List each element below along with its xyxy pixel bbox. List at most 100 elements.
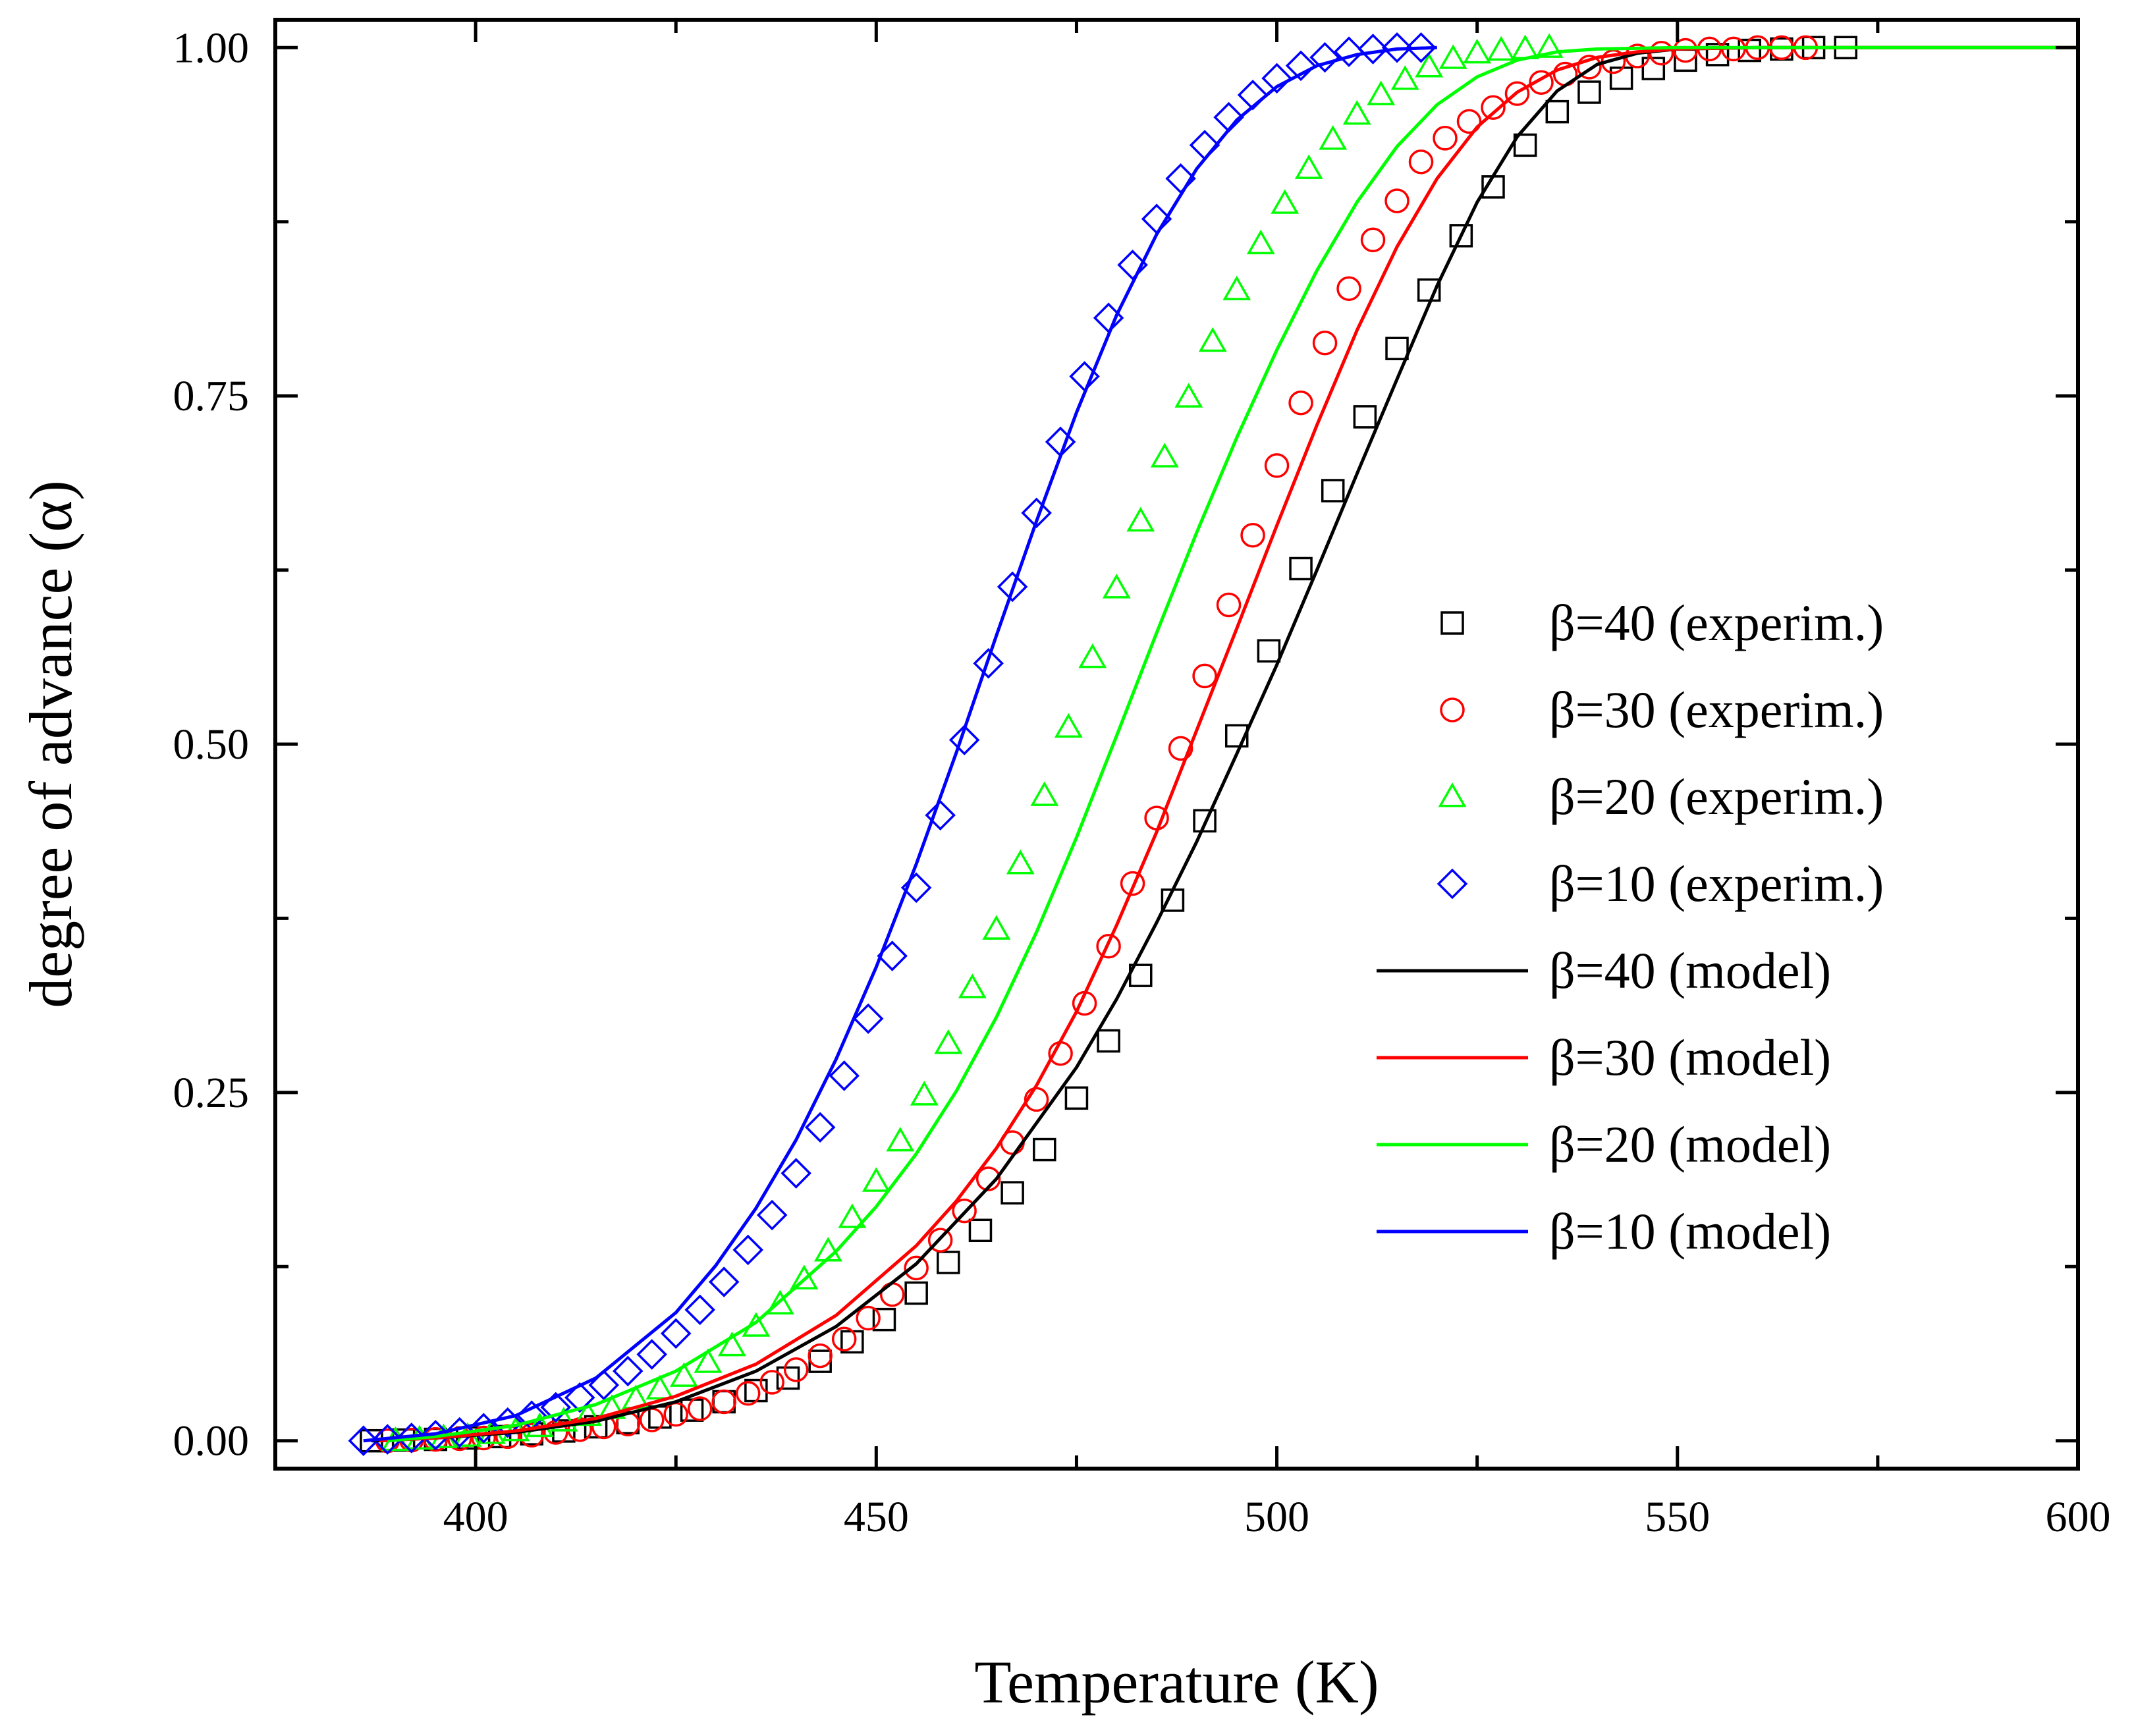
data-point [808, 1343, 833, 1369]
data-point [852, 1003, 884, 1035]
model-line [371, 45, 2078, 1443]
data-point [612, 1355, 644, 1387]
data-point [1641, 57, 1666, 80]
series-group [371, 45, 2078, 1443]
legend-label: β=40 (model) [1549, 942, 1831, 999]
data-point [975, 1166, 1001, 1191]
ticks-layer: 400 450 500 550 600 0.00 0.25 0.50 0.75 1.00 [173, 20, 2111, 1541]
data-point [1126, 506, 1155, 532]
data-point [1342, 99, 1371, 125]
data-point [348, 1425, 379, 1456]
data-point [1504, 81, 1530, 106]
data-point [1408, 149, 1434, 175]
data-point [1487, 36, 1516, 61]
data-point [1030, 781, 1059, 806]
data-point [1097, 1029, 1120, 1053]
data-point [831, 1326, 857, 1352]
data-point [1285, 50, 1317, 82]
data-point [1264, 453, 1290, 478]
data-point [1096, 933, 1121, 959]
series-group [363, 45, 1437, 1443]
data-point [1319, 124, 1348, 150]
data-point [694, 1348, 723, 1373]
data-point [872, 1307, 896, 1332]
data-point [588, 1369, 620, 1401]
data-point [1438, 44, 1467, 69]
data-point [1384, 188, 1410, 213]
data-point [636, 1339, 668, 1370]
series-group [379, 45, 2078, 1443]
data-point [735, 1381, 761, 1406]
data-point [1433, 126, 1458, 151]
data-point [1120, 871, 1145, 896]
data-point [1294, 154, 1323, 179]
data-point [982, 915, 1011, 940]
x-tick-label: 550 [1645, 1493, 1710, 1541]
data-point [958, 973, 987, 998]
legend-label: β=40 (experim.) [1549, 594, 1884, 651]
y-tick-label: 0.50 [173, 720, 250, 769]
data-point [564, 1382, 595, 1413]
data-point [1333, 36, 1365, 67]
data-point [790, 1264, 819, 1289]
data-point [1577, 80, 1601, 104]
model-line [363, 45, 1437, 1443]
series-group [387, 45, 2078, 1443]
data-point [1288, 390, 1313, 416]
data-point [904, 1255, 929, 1281]
data-point [1000, 1181, 1024, 1205]
data-point [1357, 34, 1388, 65]
data-point [948, 724, 980, 755]
data-point [1257, 639, 1281, 663]
y-tick-label: 1.00 [173, 24, 250, 72]
data-point [925, 800, 956, 831]
data-point [780, 1158, 811, 1189]
series-layer [348, 32, 2078, 1456]
data-point [1449, 224, 1473, 248]
data-point [1222, 275, 1251, 300]
legend-label: β=20 (model) [1549, 1116, 1831, 1173]
data-point [1240, 522, 1265, 548]
data-point [1224, 724, 1249, 748]
data-point [910, 1081, 939, 1106]
data-point [684, 1294, 715, 1326]
data-point [1174, 383, 1203, 408]
data-point [1021, 497, 1052, 529]
data-point [804, 1112, 836, 1143]
legend-label: β=10 (experim.) [1549, 855, 1884, 912]
data-point [687, 1396, 713, 1421]
data-point [1513, 133, 1537, 157]
legend-label: β=20 (experim.) [1549, 768, 1884, 825]
data-point [717, 1331, 746, 1357]
data-point [776, 1366, 800, 1390]
x-axis-title: Temperature (K) [974, 1648, 1379, 1716]
data-point [1529, 70, 1554, 95]
legend-label: β=10 (model) [1549, 1203, 1831, 1260]
x-tick-label: 400 [443, 1493, 508, 1541]
data-point [1246, 229, 1275, 255]
data-point [645, 1374, 674, 1399]
data-point [927, 1228, 953, 1253]
data-point [1006, 849, 1035, 875]
data-point [783, 1357, 809, 1382]
legend-marker-swatch [1437, 868, 1468, 900]
y-tick-label: 0.75 [173, 372, 250, 420]
model-line [387, 45, 2078, 1443]
data-point [952, 1198, 977, 1224]
data-point [838, 1203, 867, 1228]
x-tick-label: 600 [2046, 1493, 2111, 1541]
data-point [396, 1423, 427, 1453]
legend-marker-swatch [1440, 697, 1465, 722]
series-group [348, 32, 1437, 1456]
data-point [1463, 38, 1492, 64]
data-point [934, 1029, 963, 1054]
data-point [1261, 63, 1292, 94]
data-point [1192, 663, 1217, 689]
data-point [973, 648, 1004, 679]
data-point [829, 1060, 860, 1091]
y-tick-label: 0.00 [173, 1417, 250, 1465]
data-point [862, 1167, 890, 1192]
data-point [1367, 80, 1396, 105]
data-point [708, 1266, 740, 1297]
data-point [968, 1218, 993, 1243]
